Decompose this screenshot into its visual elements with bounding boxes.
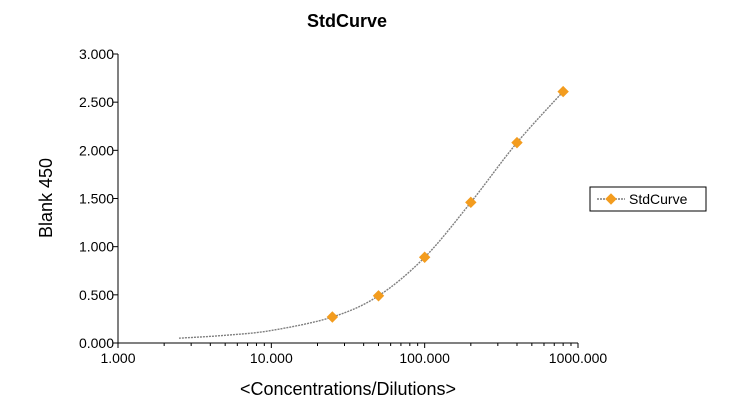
data-point-marker [557,85,569,98]
plot-area [178,85,569,339]
legend: StdCurve [589,186,707,212]
y-tick-label: 0.000 [79,335,114,351]
x-axis-label: <Concentrations/Dilutions> [240,379,456,399]
data-point-marker [372,290,385,302]
y-axis-label: Blank 450 [36,158,56,238]
fit-curve-line [178,91,564,339]
data-point-marker [511,136,523,149]
data-point-marker [418,251,431,263]
legend-entry-label: StdCurve [629,191,688,207]
legend-marker [605,193,617,205]
chart-title: StdCurve [307,11,387,31]
y-tick-label: 1.500 [79,191,114,207]
x-tick-label: 1000.000 [549,350,608,366]
x-tick-label: 1.000 [100,350,135,366]
y-tick-label: 3.000 [79,46,114,62]
y-tick-label: 2.000 [79,142,114,158]
data-point-marker [326,311,339,323]
y-tick-label: 0.500 [79,287,114,303]
x-tick-label: 100.000 [399,350,450,366]
data-point-marker [465,196,477,209]
y-tick-label: 2.500 [79,94,114,110]
axes: 0.000 0.500 1.000 1.500 2.000 2.500 3.000 1.000… [79,46,607,366]
x-tick-label: 10.000 [250,350,293,366]
y-tick-label: 1.000 [79,239,114,255]
